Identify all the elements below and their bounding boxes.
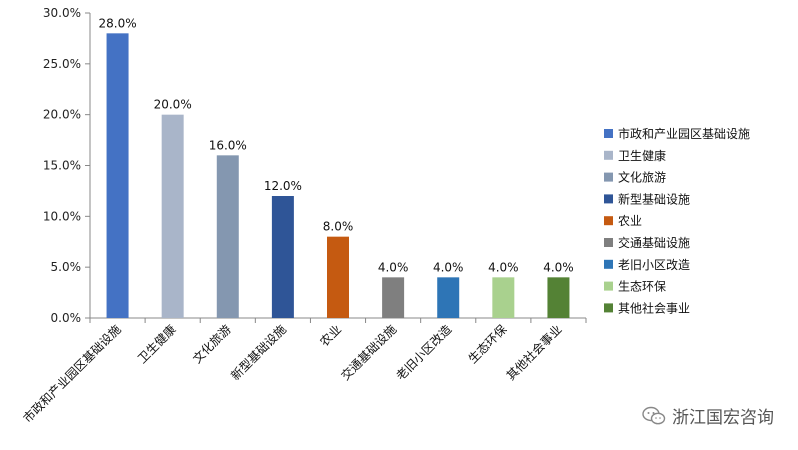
y-tick-label: 10.0% [43, 209, 81, 223]
data-label: 8.0% [323, 220, 354, 234]
data-label: 20.0% [154, 98, 192, 112]
legend-label: 老旧小区改造 [618, 258, 690, 272]
legend-swatch [604, 259, 613, 269]
legend-swatch [604, 281, 613, 291]
legend-swatch [604, 129, 613, 138]
y-tick-label: 0.0% [51, 311, 82, 325]
data-label: 4.0% [433, 260, 464, 274]
legend-label: 新型基础设施 [618, 191, 690, 206]
legend-swatch [604, 216, 613, 226]
data-label: 12.0% [264, 179, 302, 193]
legend-label: 农业 [618, 214, 642, 228]
legend-label: 其他社会事业 [618, 300, 690, 315]
bar [327, 236, 349, 318]
data-label: 4.0% [378, 260, 409, 274]
bar [492, 277, 515, 318]
bar [106, 33, 129, 318]
data-label: 4.0% [543, 260, 574, 274]
y-tick-label: 25.0% [43, 57, 81, 71]
watermark-text: 浙江国宏咨询 [672, 408, 774, 428]
data-label: 4.0% [488, 260, 519, 274]
legend-swatch [604, 194, 613, 204]
legend-label: 卫生健康 [618, 148, 666, 163]
y-tick-label: 15.0% [43, 159, 81, 173]
y-tick-label: 30.0% [43, 6, 81, 20]
data-label: 28.0% [98, 16, 136, 30]
x-tick-label: 卫生健康 [134, 322, 179, 367]
x-tick-label: 市政和产业园区基础设施 [20, 322, 124, 426]
watermark: 浙江国宏咨询 [642, 403, 774, 428]
bar [216, 155, 239, 318]
legend-swatch [604, 150, 613, 160]
y-tick-label: 5.0% [51, 260, 82, 274]
x-tick-label: 生态环保 [466, 322, 510, 366]
x-tick-label: 交通基础设施 [338, 322, 400, 384]
x-tick-label: 文化旅游 [189, 322, 234, 367]
data-label: 16.0% [209, 138, 247, 152]
bar [382, 277, 405, 318]
legend-label: 文化旅游 [618, 170, 666, 185]
wechat-icon [642, 406, 666, 424]
legend-label: 市政和产业园区基础设施 [618, 126, 750, 141]
x-tick-label: 新型基础设施 [227, 322, 289, 384]
legend-swatch [604, 172, 613, 182]
legend-swatch [604, 238, 613, 247]
x-tick-label: 农业 [317, 322, 344, 349]
bar [547, 277, 570, 318]
bar [437, 277, 460, 318]
y-tick-label: 20.0% [43, 108, 81, 122]
bar [271, 196, 294, 318]
legend-label: 交通基础设施 [618, 235, 690, 250]
bar [161, 114, 184, 319]
legend-swatch [604, 303, 613, 313]
x-tick-label: 老旧小区改造 [394, 322, 455, 383]
x-tick-label: 其他社会事业 [503, 322, 565, 384]
legend-label: 生态环保 [618, 280, 666, 294]
